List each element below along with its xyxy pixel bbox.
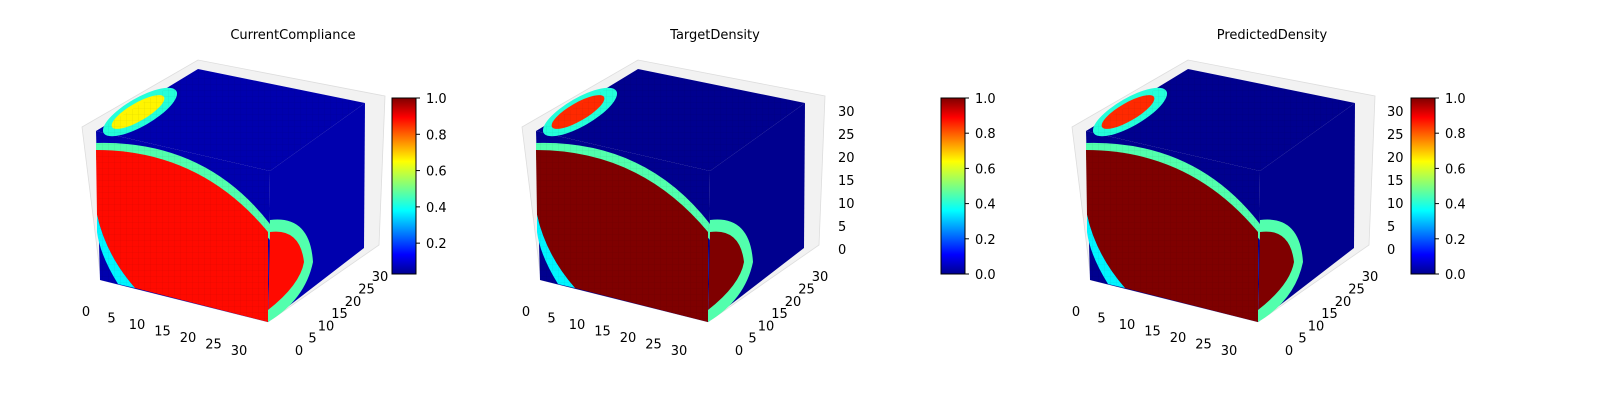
solid-region-right	[708, 230, 745, 322]
x-tick-label: 20	[620, 331, 637, 346]
colorbar-tick-label: 0.4	[975, 198, 996, 213]
transition-band-right	[708, 219, 753, 322]
x-tick-label: 0	[1072, 305, 1080, 320]
x-tick-label: 15	[594, 325, 611, 340]
solid-region-right	[268, 230, 305, 322]
transition-band-right	[268, 219, 313, 322]
colorbar-tick-label: 0.8	[1445, 127, 1466, 142]
x-tick-label: 30	[1221, 344, 1238, 359]
y-tick-label: 25	[1348, 283, 1365, 298]
colorbar-tick-label: 0.6	[426, 165, 447, 180]
voxel-grid	[536, 69, 805, 171]
z-tick-label: 30	[838, 105, 855, 120]
y-tick-label: 30	[812, 270, 829, 285]
transition-band-right	[1258, 219, 1303, 322]
x-tick-label: 25	[205, 338, 222, 353]
z-tick-label: 30	[1387, 105, 1404, 120]
x-tick-label: 20	[180, 331, 197, 346]
voxel-grid	[96, 131, 270, 322]
y-tick-label: 5	[308, 332, 316, 347]
colorbar-tick-label: 0.4	[1445, 198, 1466, 213]
y-tick-label: 20	[1335, 295, 1352, 310]
voxel-grid	[1086, 131, 1260, 322]
subplot-title: PredictedDensity	[1217, 28, 1328, 43]
colorbar-tick-label: 0.2	[426, 237, 447, 252]
y-tick-label: 30	[372, 270, 389, 285]
colorbar-tick-label: 0.6	[975, 162, 996, 177]
x-tick-label: 0	[82, 305, 90, 320]
colorbar-tick-label: 0.8	[975, 127, 996, 142]
solid-region-right	[1258, 230, 1295, 322]
x-tick-label: 0	[522, 305, 530, 320]
z-tick-label: 5	[1387, 220, 1395, 235]
y-tick-label: 0	[295, 344, 303, 359]
x-tick-label: 10	[569, 318, 586, 333]
voxel-grid	[536, 131, 710, 322]
x-tick-label: 10	[129, 318, 146, 333]
colorbar-tick-label: 0.2	[1445, 233, 1466, 248]
x-tick-label: 5	[547, 312, 555, 327]
y-tick-label: 10	[1308, 319, 1325, 334]
x-tick-label: 25	[1195, 338, 1212, 353]
x-tick-label: 5	[107, 312, 115, 327]
subplot-title: TargetDensity	[669, 28, 760, 43]
colorbar	[391, 97, 417, 275]
z-tick-label: 15	[838, 174, 855, 189]
z-tick-label: 25	[1387, 128, 1404, 143]
y-tick-label: 20	[785, 295, 802, 310]
x-tick-label: 25	[645, 338, 662, 353]
y-tick-label: 15	[1321, 307, 1338, 322]
colorbar-tick-label: 1.0	[1445, 92, 1466, 107]
colorbar-tick-label: 0.4	[426, 201, 447, 216]
x-tick-label: 15	[1144, 325, 1161, 340]
y-tick-label: 15	[331, 307, 348, 322]
voxel-grid	[1086, 69, 1355, 171]
y-tick-label: 25	[798, 283, 815, 298]
colorbar-tick-label: 0.2	[975, 233, 996, 248]
z-tick-label: 20	[838, 151, 855, 166]
colorbar-tick-label: 1.0	[426, 92, 447, 107]
z-tick-label: 0	[1387, 243, 1395, 258]
y-tick-label: 25	[358, 283, 375, 298]
z-tick-label: 25	[838, 128, 855, 143]
x-tick-label: 15	[154, 325, 171, 340]
subplot-title: CurrentCompliance	[230, 28, 355, 43]
y-tick-label: 0	[1285, 344, 1293, 359]
z-tick-label: 20	[1387, 151, 1404, 166]
colorbar	[940, 97, 966, 275]
x-tick-label: 5	[1097, 312, 1105, 327]
z-tick-label: 10	[838, 197, 855, 212]
y-tick-label: 30	[1362, 270, 1379, 285]
voxel-grid	[96, 69, 365, 171]
x-tick-label: 10	[1119, 318, 1136, 333]
y-tick-label: 5	[748, 332, 756, 347]
colorbar-tick-label: 0.6	[1445, 162, 1466, 177]
x-tick-label: 30	[671, 344, 688, 359]
colorbar	[1410, 97, 1436, 275]
colorbar-tick-label: 0.0	[1445, 268, 1466, 283]
y-tick-label: 15	[771, 307, 788, 322]
y-tick-label: 5	[1298, 332, 1306, 347]
y-tick-label: 10	[318, 319, 335, 334]
z-tick-label: 5	[838, 220, 846, 235]
y-tick-label: 10	[758, 319, 775, 334]
colorbar-tick-label: 0.8	[426, 128, 447, 143]
colorbar-tick-label: 1.0	[975, 92, 996, 107]
colorbar-tick-label: 0.0	[975, 268, 996, 283]
y-tick-label: 0	[735, 344, 743, 359]
x-tick-label: 30	[231, 344, 248, 359]
y-tick-label: 20	[345, 295, 362, 310]
x-tick-label: 20	[1170, 331, 1187, 346]
z-tick-label: 15	[1387, 174, 1404, 189]
z-tick-label: 0	[838, 243, 846, 258]
z-tick-label: 10	[1387, 197, 1404, 212]
